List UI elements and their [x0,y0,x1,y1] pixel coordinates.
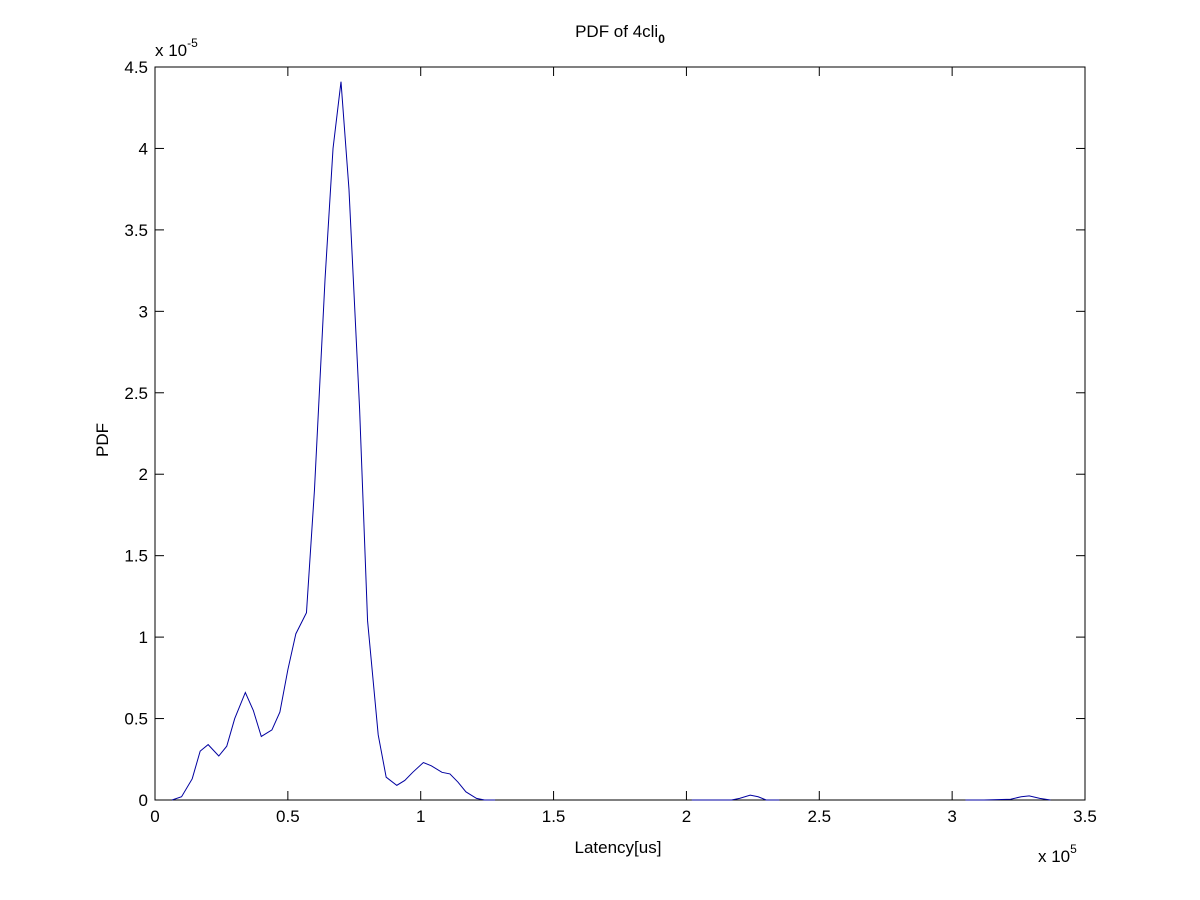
y-multiplier: x 10-5 [155,36,198,60]
x-tick-label: 3.5 [1073,807,1097,826]
x-multiplier-base: x 10 [1038,847,1070,866]
title-text: PDF of 4cli [575,22,658,41]
y-tick-label: 0 [139,791,148,810]
x-tick-label: 3 [947,807,956,826]
axes-box [154,66,1086,801]
x-tick-label: 1 [416,807,425,826]
x-tick-label: 0 [150,807,159,826]
y-multiplier-exponent: -5 [187,36,198,50]
y-tick-label: 3.5 [124,221,148,240]
y-axis-label: PDF [93,423,112,457]
y-tick-label: 2 [139,465,148,484]
y-tick-label: 1.5 [124,547,148,566]
x-tick-label: 2.5 [807,807,831,826]
x-multiplier: x 105 [1038,842,1077,866]
chart-title: PDF of 4cli0 [575,22,665,46]
y-tick-label: 0.5 [124,710,148,729]
x-tick-label: 0.5 [276,807,300,826]
data-line [171,81,1051,801]
y-tick-label: 3 [139,302,148,321]
y-multiplier-base: x 10 [155,41,187,60]
y-tick-label: 4.5 [124,58,148,77]
x-axis-label: Latency[us] [575,838,662,857]
title-subscript: 0 [658,32,665,46]
x-tick-label: 2 [682,807,691,826]
y-tick-label: 2.5 [124,384,148,403]
x-tick-label: 1.5 [542,807,566,826]
y-tick-label: 4 [139,139,148,158]
y-tick-label: 1 [139,628,148,647]
x-multiplier-exponent: 5 [1070,842,1077,856]
